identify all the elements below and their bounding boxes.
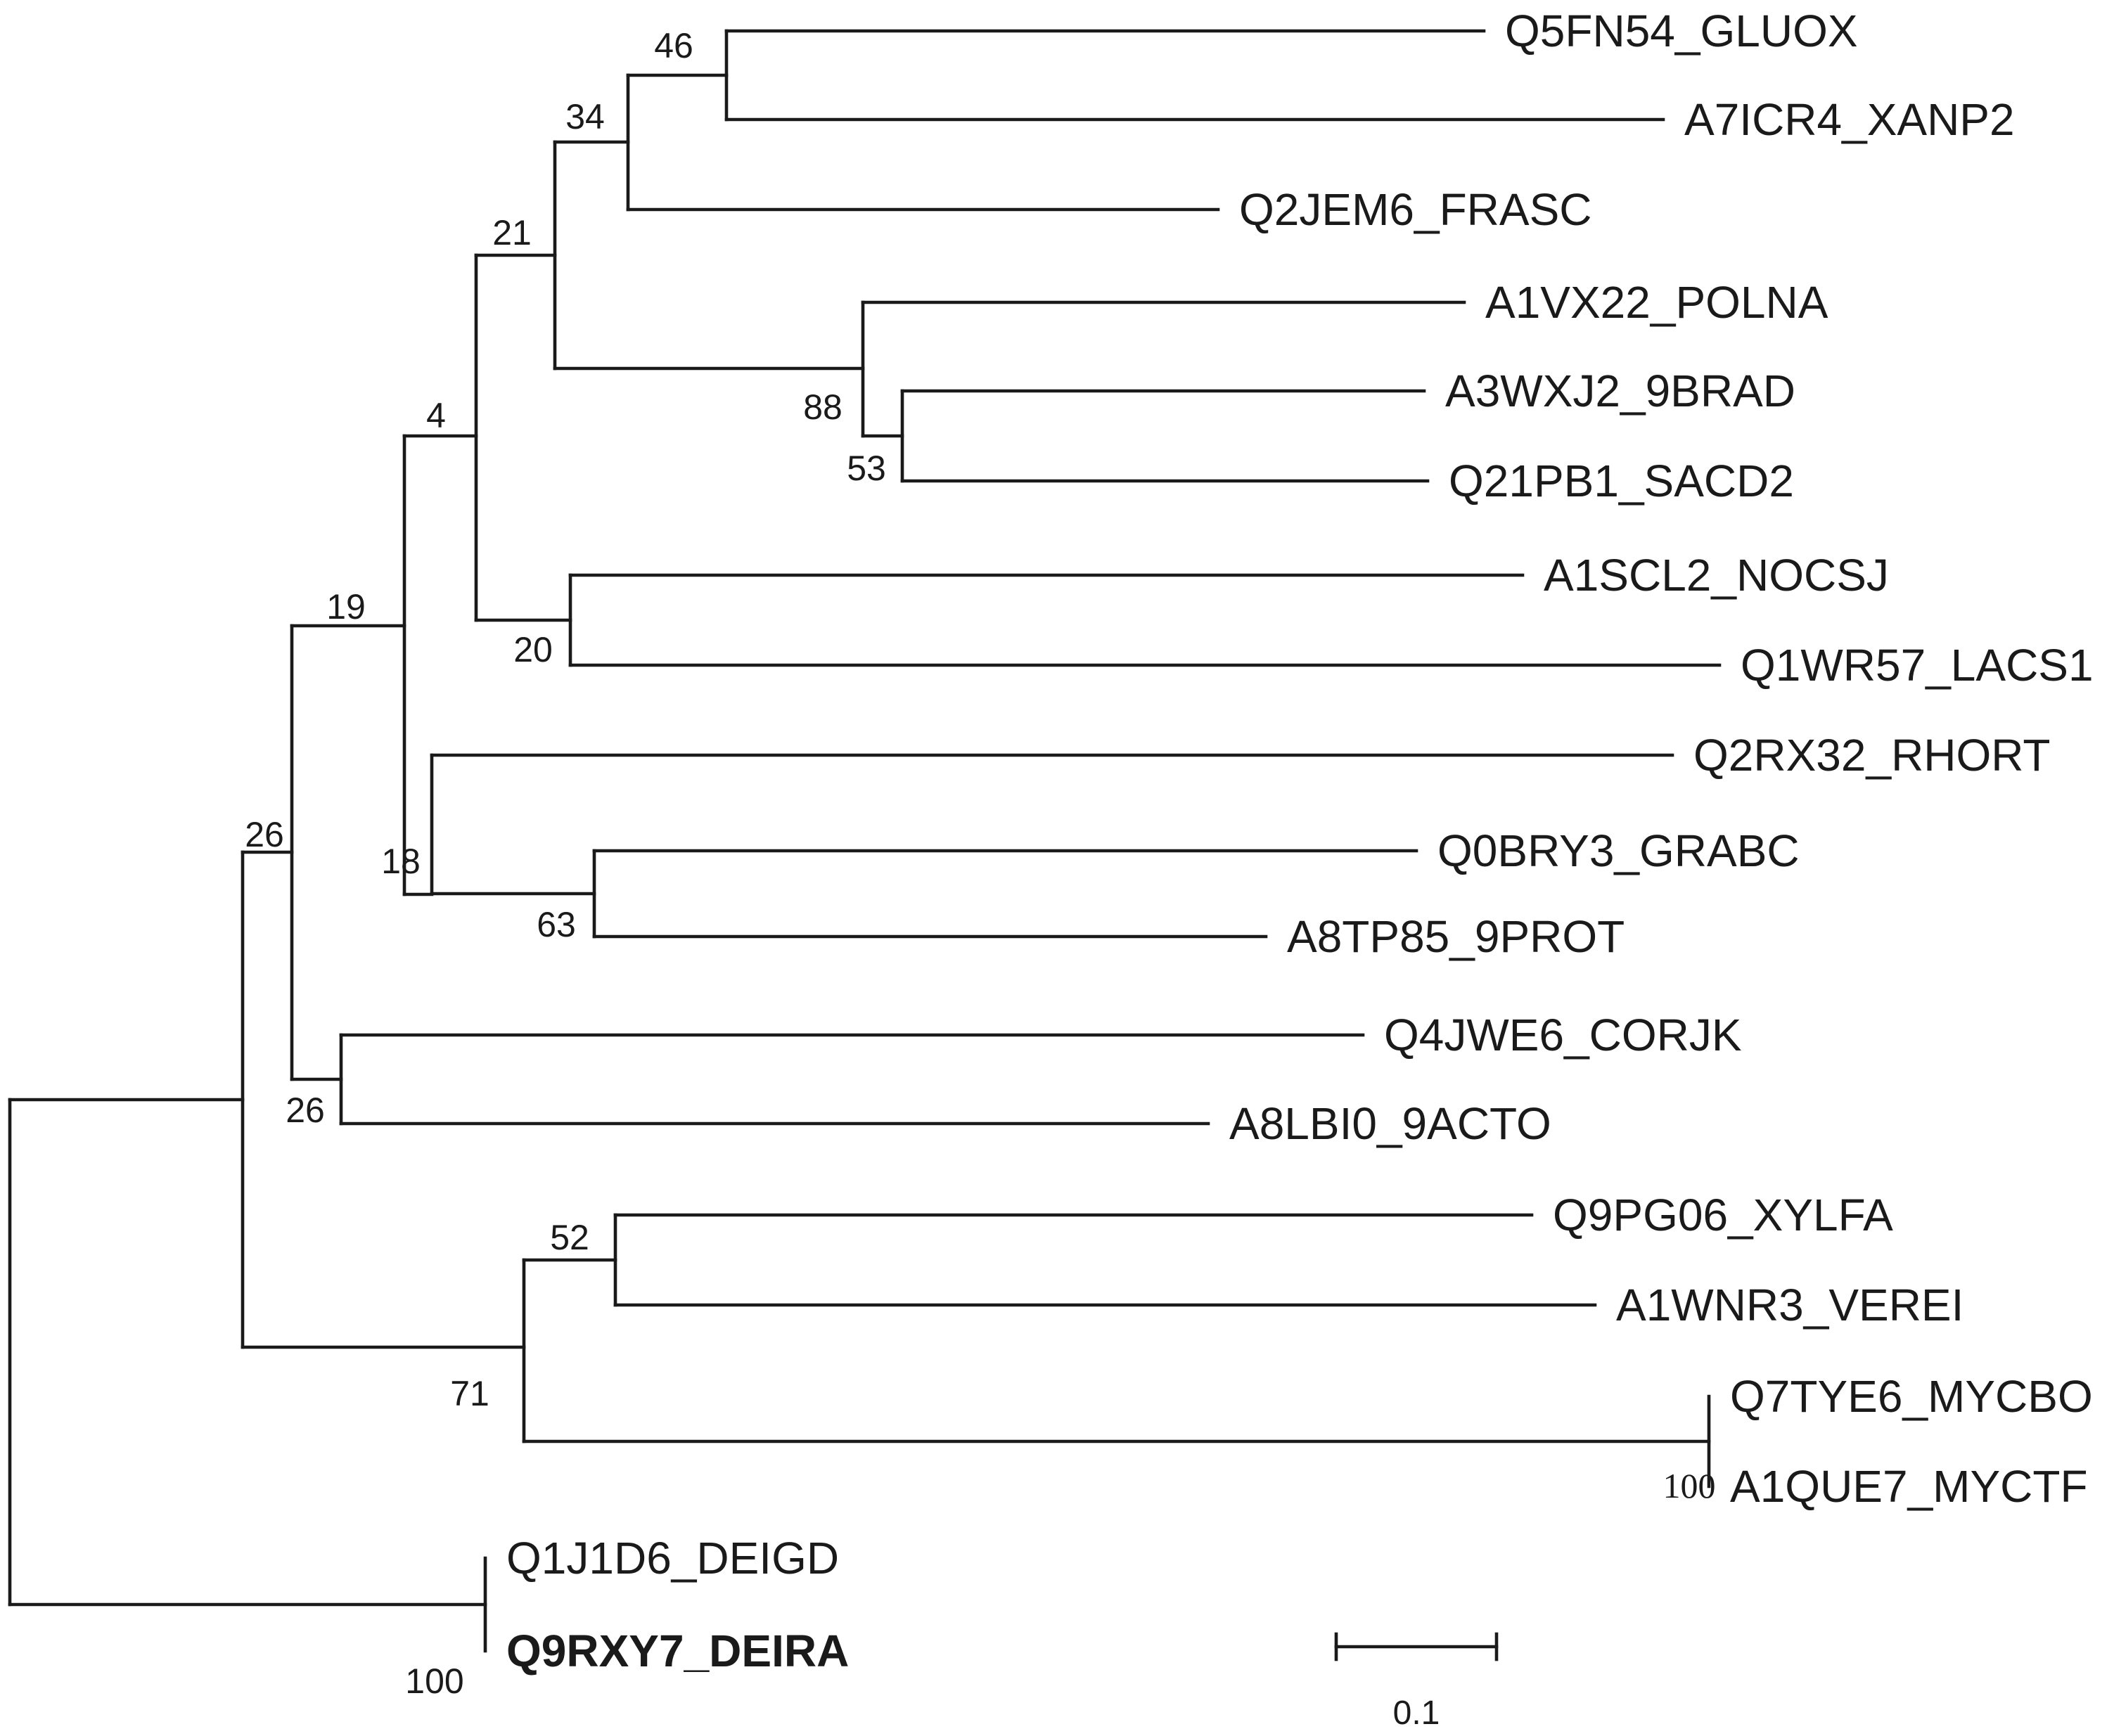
support-value: 18	[381, 842, 421, 881]
support-value: 71	[450, 1374, 489, 1413]
support-value: 26	[245, 815, 284, 854]
leaf-label-q7tye6-mycbo: Q7TYE6_MYCBO	[1730, 1371, 2093, 1422]
leaf-label-q1j1d6-deigd: Q1J1D6_DEIGD	[506, 1533, 839, 1583]
support-value: 34	[565, 97, 605, 136]
leaf-label-a1scl2-nocsj: A1SCL2_NOCSJ	[1544, 550, 1889, 600]
support-value: 52	[550, 1218, 589, 1257]
support-value: 53	[847, 449, 886, 488]
leaf-label-a3wxj2-9brad: A3WXJ2_9BRAD	[1445, 366, 1795, 416]
support-value: 100	[1663, 1466, 1716, 1505]
leaf-label-q0bry3-grabc: Q0BRY3_GRABC	[1437, 825, 1800, 876]
leaf-label-q9pg06-xylfa: Q9PG06_XYLFA	[1553, 1190, 1893, 1240]
leaf-labels: Q5FN54_GLUOX A7ICR4_XANP2 Q2JEM6_FRASC A1VX…	[506, 6, 2094, 1676]
support-value: 26	[286, 1091, 325, 1130]
leaf-label-q21pb1-sacd2: Q21PB1_SACD2	[1449, 456, 1794, 506]
support-value: 46	[654, 26, 693, 65]
leaf-label-q2jem6-frasc: Q2JEM6_FRASC	[1239, 184, 1591, 235]
leaf-label-q5fn54-gluox: Q5FN54_GLUOX	[1505, 6, 1858, 56]
leaf-label-a1vx22-polna: A1VX22_POLNA	[1485, 277, 1828, 328]
leaf-label-q4jwe6-corjk: Q4JWE6_CORJK	[1384, 1010, 1742, 1060]
leaf-label-q9rxy7-deira: Q9RXY7_DEIRA	[506, 1626, 849, 1676]
leaf-label-q1wr57-lacs1: Q1WR57_LACS1	[1741, 640, 2094, 690]
leaf-label-a1que7-myctf: A1QUE7_MYCTF	[1730, 1461, 2088, 1512]
scale-bar-label: 0.1	[1393, 1695, 1440, 1732]
support-value: 100	[405, 1661, 463, 1701]
tree-branches	[8, 29, 1722, 1653]
leaf-label-a8lbi0-9acto: A8LBI0_9ACTO	[1229, 1098, 1551, 1149]
leaf-label-a8tp85-9prot: A8TP85_9PROT	[1287, 911, 1625, 962]
leaf-label-a1wnr3-verei: A1WNR3_VEREI	[1616, 1280, 1964, 1330]
support-value: 19	[326, 587, 366, 626]
scale-bar: 0.1	[1334, 1632, 1499, 1732]
support-value: 63	[537, 905, 576, 944]
leaf-label-q2rx32-rhort: Q2RX32_RHORT	[1693, 730, 2050, 780]
support-value: 20	[513, 630, 553, 669]
leaf-label-a7icr4-xanp2: A7ICR4_XANP2	[1684, 94, 2015, 145]
support-value: 21	[492, 213, 532, 252]
support-value: 4	[426, 396, 446, 435]
support-value: 88	[803, 387, 843, 427]
